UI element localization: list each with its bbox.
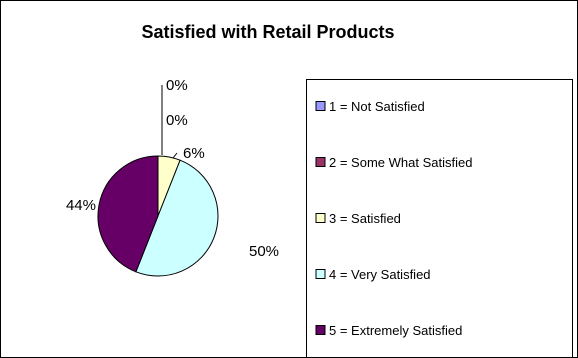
legend-label: 1 = Not Satisfied bbox=[329, 99, 425, 114]
legend-label: 5 = Extremely Satisfied bbox=[329, 323, 462, 338]
data-label: 50% bbox=[249, 243, 279, 260]
legend-label: 3 = Satisfied bbox=[329, 211, 401, 226]
data-label: 44% bbox=[66, 197, 96, 214]
legend-swatch bbox=[315, 213, 326, 223]
legend-swatch bbox=[315, 101, 326, 111]
data-label: 6% bbox=[183, 145, 205, 162]
legend-label: 4 = Very Satisfied bbox=[329, 267, 431, 282]
pie-slices bbox=[97, 155, 219, 277]
legend-swatch bbox=[315, 157, 326, 167]
legend-swatch bbox=[315, 325, 326, 335]
data-label: 0% bbox=[166, 77, 188, 94]
leader-lines bbox=[161, 85, 178, 159]
chart-title: Satisfied with Retail Products bbox=[141, 22, 394, 42]
legend-swatch bbox=[315, 269, 326, 279]
leader-line bbox=[172, 152, 178, 159]
legend-label: 2 = Some What Satisfied bbox=[329, 155, 472, 170]
pie-slice bbox=[97, 155, 159, 273]
data-labels: 0% 0% 6% 50% 44% bbox=[66, 77, 279, 260]
legend-box bbox=[306, 79, 573, 358]
pie-slice bbox=[135, 159, 219, 277]
legend: 1 = Not Satisfied 2 = Some What Satisfied… bbox=[315, 99, 472, 338]
data-label: 0% bbox=[166, 112, 188, 129]
